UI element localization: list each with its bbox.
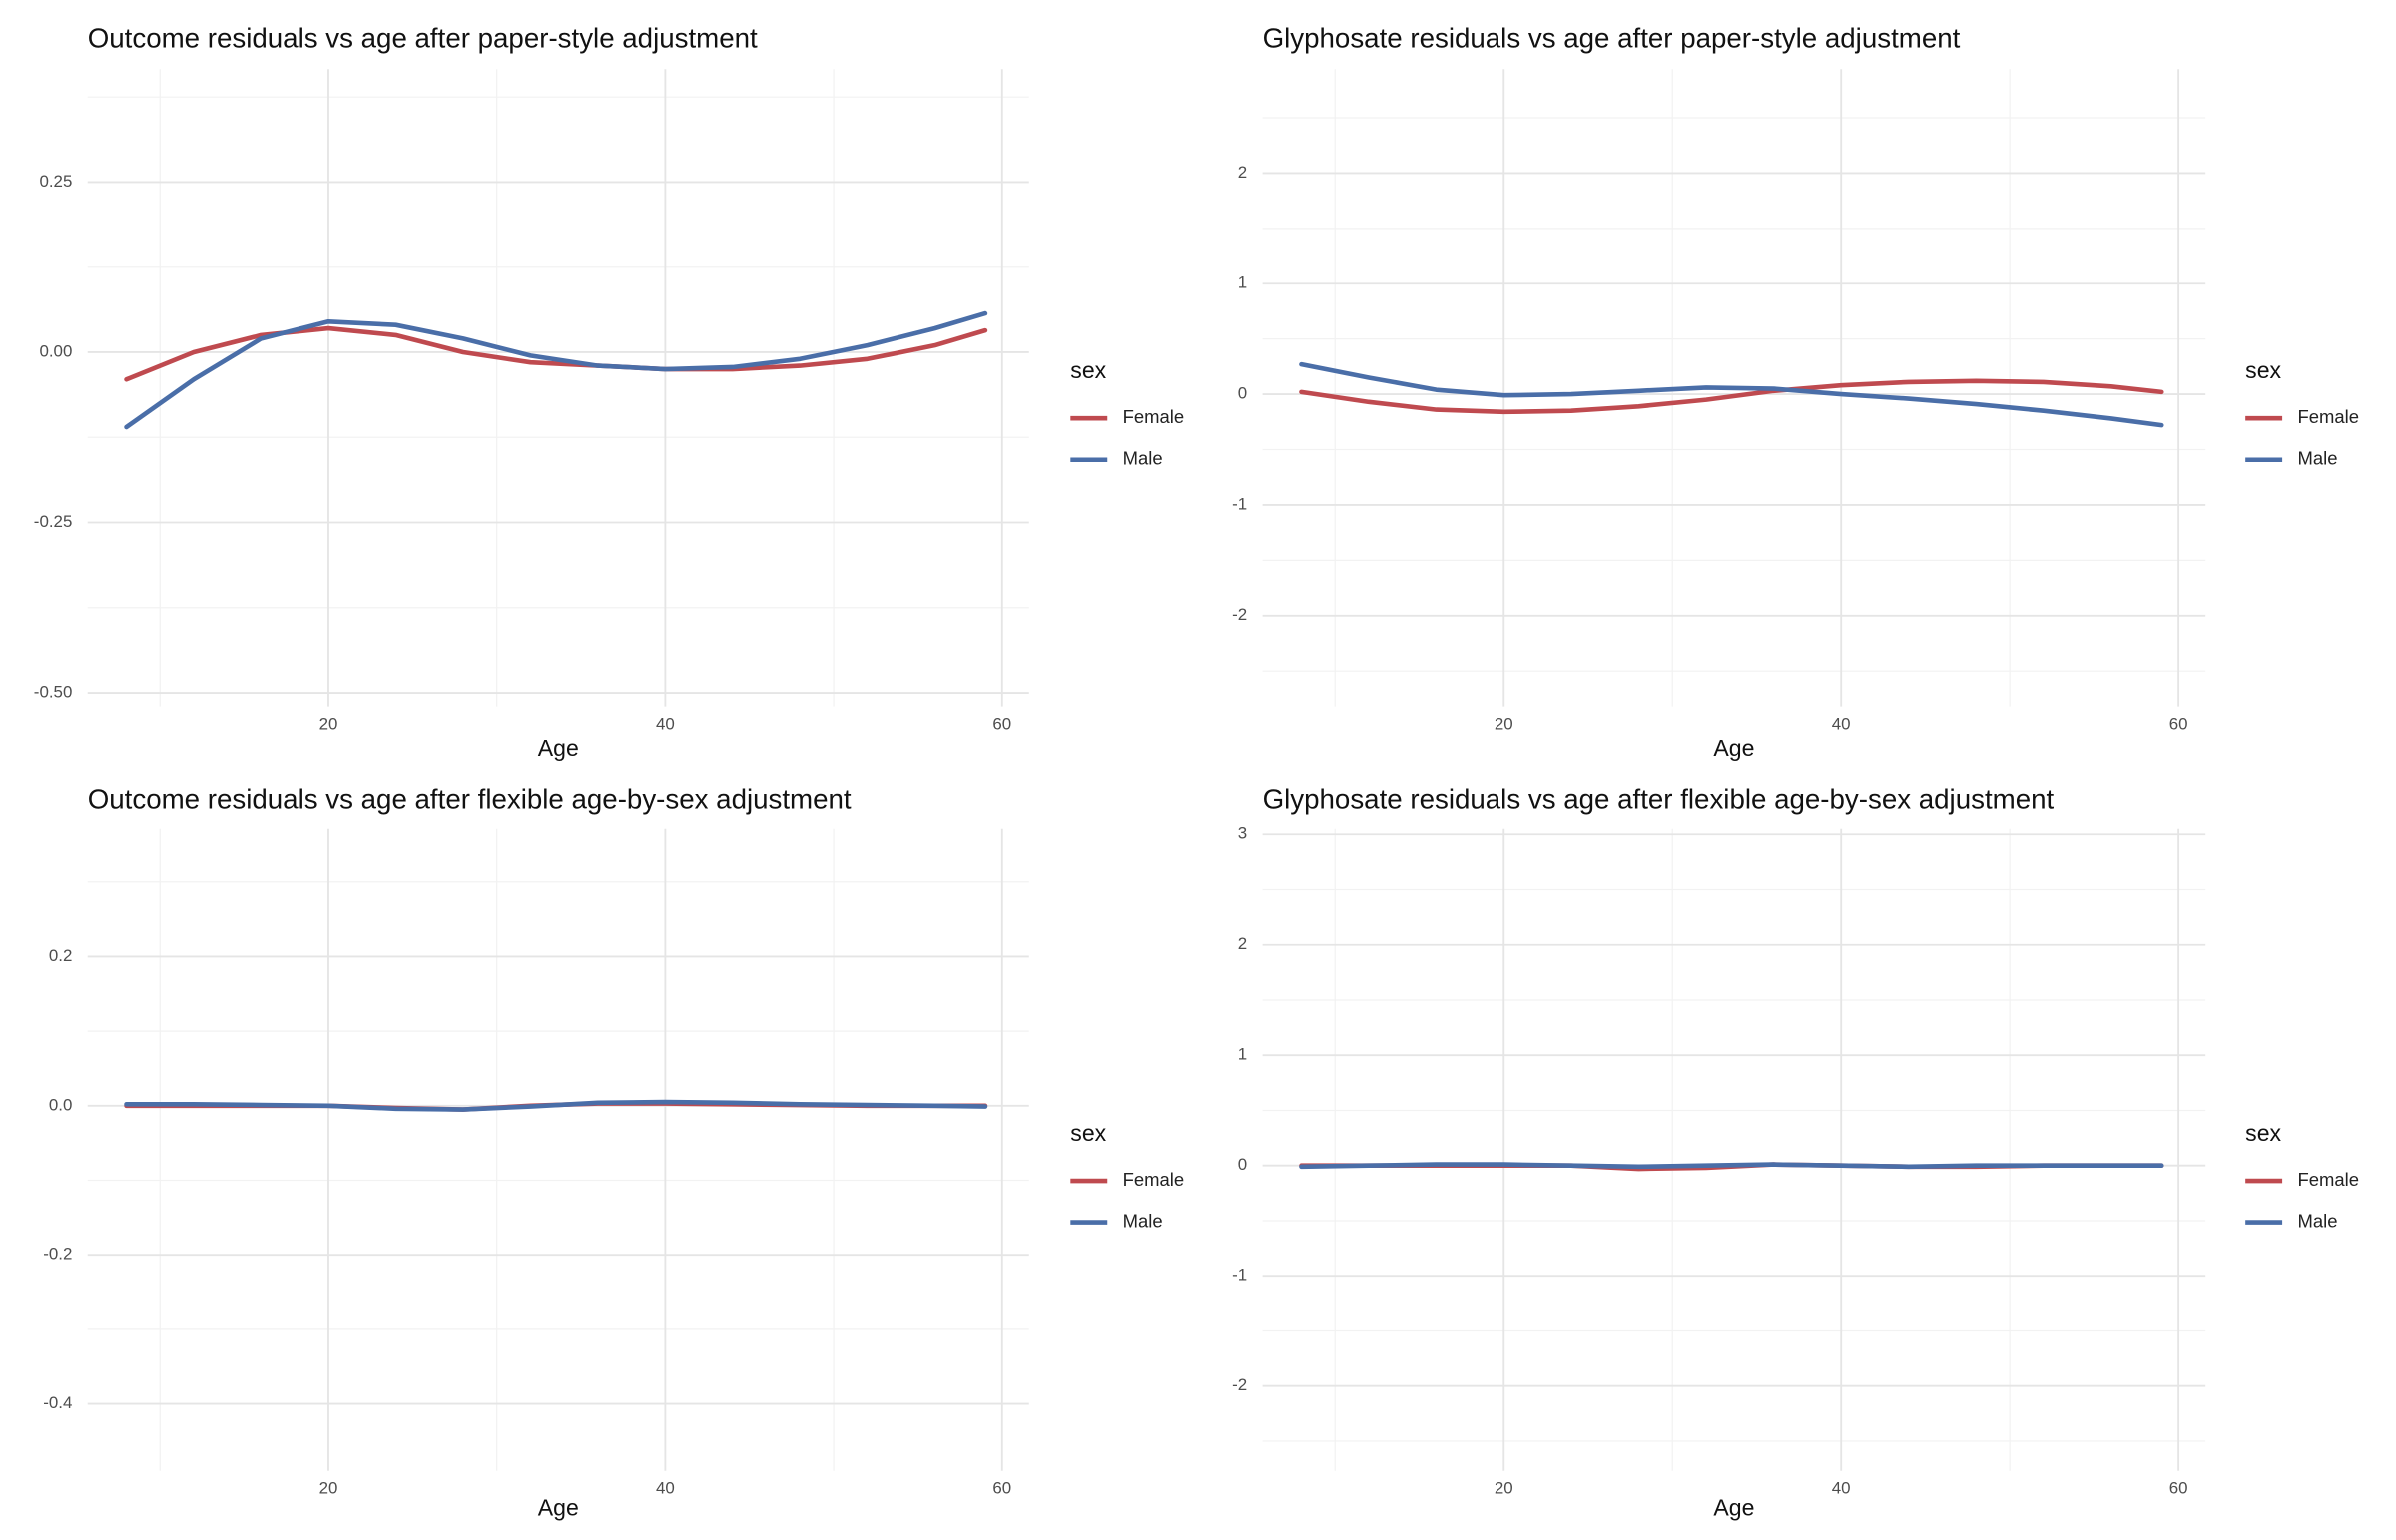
x-tick-label: 60 [2169, 1479, 2188, 1498]
x-axis-title: Age [538, 735, 579, 761]
y-tick-label: -2 [1232, 605, 1247, 624]
legend-title: sex [1070, 1120, 1106, 1146]
legend-label: Male [2297, 1210, 2337, 1231]
y-tick-label: 0.2 [49, 946, 73, 965]
y-tick-label: -1 [1232, 494, 1247, 513]
smooth-line [1299, 378, 2164, 415]
y-tick-label: 1 [1238, 273, 1247, 292]
legend-label: Female [1123, 406, 1185, 427]
y-tick-label: 0.00 [39, 341, 72, 360]
x-axis-title: Age [538, 1494, 579, 1520]
legend-label: Male [2297, 448, 2337, 469]
y-tick-label: 0.25 [39, 172, 72, 191]
x-tick-label: 40 [656, 1479, 675, 1498]
x-tick-label: 40 [656, 715, 675, 734]
legend-label: Male [1123, 1210, 1163, 1231]
x-tick-label: 20 [319, 1479, 338, 1498]
smooth-line [1299, 361, 2164, 428]
chart-title: Outcome residuals vs age after flexible … [88, 784, 852, 815]
y-tick-label: -2 [1232, 1375, 1247, 1394]
y-tick-label: 0 [1238, 1155, 1247, 1174]
y-tick-label: -0.2 [43, 1245, 72, 1264]
legend-title: sex [2245, 357, 2281, 383]
smooth-line [124, 325, 988, 382]
chart-title: Outcome residuals vs age after paper-sty… [88, 23, 758, 54]
legend-title: sex [1070, 357, 1106, 383]
legend-label: Male [1123, 448, 1163, 469]
x-axis-title: Age [1713, 735, 1754, 761]
x-tick-label: 60 [992, 715, 1011, 734]
chart-title: Glyphosate residuals vs age after paper-… [1263, 23, 1961, 54]
y-tick-label: 3 [1238, 824, 1247, 843]
y-tick-label: 1 [1238, 1045, 1247, 1064]
x-tick-label: 40 [1832, 715, 1851, 734]
y-tick-label: -0.25 [34, 512, 73, 531]
smooth-line [1299, 1162, 2164, 1170]
x-tick-label: 20 [1495, 715, 1513, 734]
x-tick-label: 40 [1832, 1479, 1851, 1498]
chart-title: Glyphosate residuals vs age after flexib… [1263, 784, 2055, 815]
x-tick-label: 60 [2169, 715, 2188, 734]
x-tick-label: 20 [319, 715, 338, 734]
y-tick-label: 2 [1238, 934, 1247, 953]
y-tick-label: 0 [1238, 384, 1247, 403]
smooth-line [124, 1099, 988, 1112]
legend-label: Female [2297, 1169, 2359, 1190]
smooth-line [124, 310, 988, 430]
y-tick-label: -0.4 [43, 1393, 72, 1412]
x-tick-label: 20 [1495, 1479, 1513, 1498]
legend-label: Female [2297, 406, 2359, 427]
x-tick-label: 60 [992, 1479, 1011, 1498]
y-tick-label: -0.50 [34, 682, 73, 701]
x-axis-title: Age [1713, 1494, 1754, 1520]
y-tick-label: 0.0 [49, 1095, 73, 1114]
legend-label: Female [1123, 1169, 1185, 1190]
y-tick-label: 2 [1238, 163, 1247, 182]
y-tick-label: -1 [1232, 1266, 1247, 1284]
legend-title: sex [2245, 1120, 2281, 1146]
